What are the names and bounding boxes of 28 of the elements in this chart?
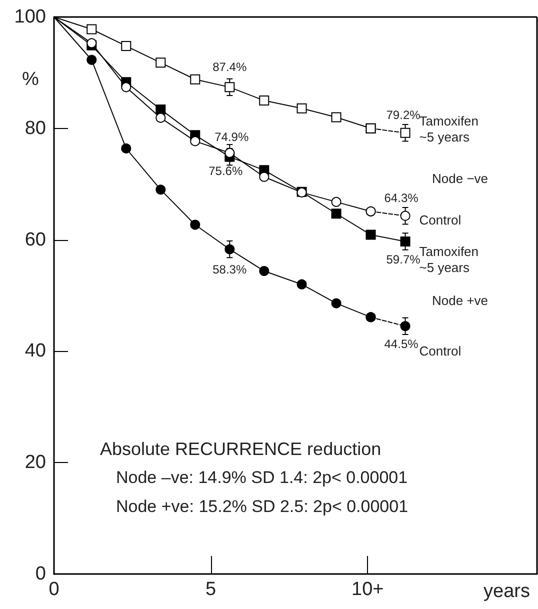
data-label: 44.5% xyxy=(384,337,419,352)
series-label: Control xyxy=(419,344,462,359)
data-label: 74.9% xyxy=(214,130,249,144)
data-label: 79.2% xyxy=(386,108,421,122)
x-tick-label: 5 xyxy=(206,579,216,600)
data-label: 58.3% xyxy=(212,262,247,276)
y-tick-label: 20 xyxy=(24,452,46,474)
y-tick-label: 40 xyxy=(24,340,46,362)
annotation: Node −ve xyxy=(432,171,488,186)
y-axis-title: % xyxy=(22,69,39,90)
annotation: Node +ve: 15.2% SD 2.5: 2p< 0.00001 xyxy=(116,497,408,516)
y-tick-label: 100 xyxy=(14,6,46,28)
x-tick-label: 0 xyxy=(48,579,60,600)
series-label: Control xyxy=(419,212,462,228)
y-tick-label: 80 xyxy=(24,118,46,139)
series-label: Tamoxifen ~5 years xyxy=(419,244,482,275)
data-label: 87.4% xyxy=(212,60,247,74)
annotation: Node +ve xyxy=(432,293,488,308)
data-label: 59.7% xyxy=(386,252,421,266)
x-axis-title: years xyxy=(484,581,530,602)
annotation: Node –ve: 14.9% SD 1.4: 2p< 0.00001 xyxy=(116,468,408,487)
annotation: Absolute RECURRENCE reduction xyxy=(100,439,382,459)
data-label: 75.6% xyxy=(208,164,243,178)
series-label: Tamoxifen ~5 years xyxy=(419,113,482,144)
y-tick-label: 0 xyxy=(35,564,46,584)
y-tick-label: 60 xyxy=(24,229,46,250)
x-tick-label: 10+ xyxy=(352,579,384,600)
data-label: 64.3% xyxy=(384,190,419,205)
